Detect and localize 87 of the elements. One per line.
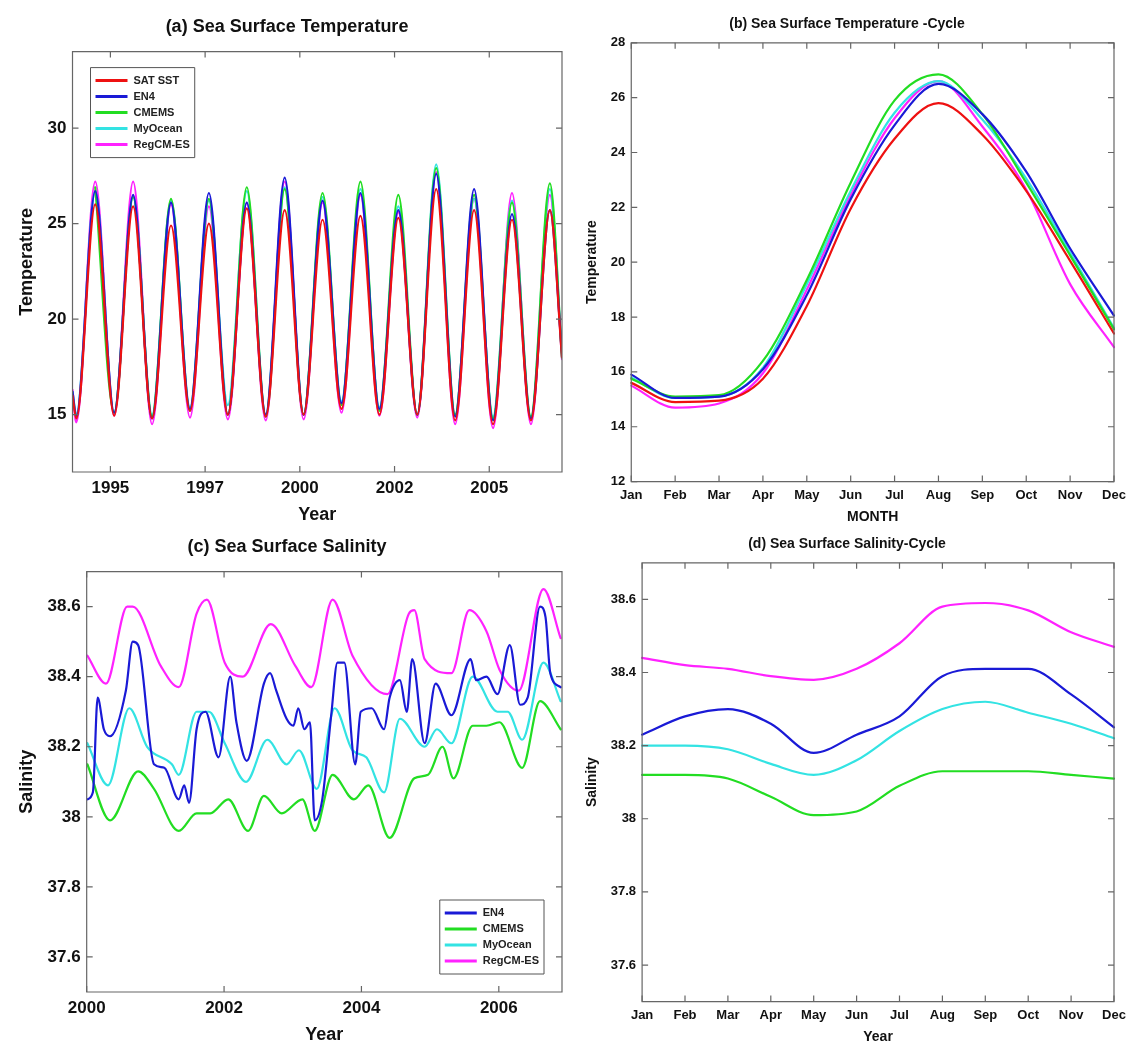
y-tick-label: 24 bbox=[610, 144, 627, 160]
x-tick-label: Jun bbox=[845, 1006, 869, 1022]
x-tick-label: 2004 bbox=[342, 997, 381, 1017]
y-tick-label: 28 bbox=[610, 34, 626, 50]
legend-label: EN4 bbox=[482, 906, 506, 919]
y-tick-label: 14 bbox=[610, 418, 627, 434]
legend-label: MyOcean bbox=[482, 938, 532, 951]
y-tick-label: 37.8 bbox=[610, 883, 637, 899]
legend-label: RegCM-ES bbox=[482, 954, 540, 967]
x-tick-label: Jan bbox=[620, 486, 643, 502]
x-tick-label: Dec bbox=[1102, 1006, 1126, 1022]
x-tick-label: 2000 bbox=[280, 477, 319, 497]
x-tick-label: Nov bbox=[1057, 486, 1084, 502]
x-tick-label: Sep bbox=[970, 486, 995, 502]
y-axis-title: Temperature bbox=[583, 220, 600, 305]
y-tick-label: 26 bbox=[610, 89, 626, 105]
x-tick-label: Apr bbox=[751, 486, 775, 502]
y-tick-label: 38.2 bbox=[47, 736, 81, 756]
legend-label: MyOcean bbox=[133, 121, 183, 134]
line-series bbox=[86, 605, 562, 822]
line-series bbox=[641, 601, 1116, 681]
x-tick-label: 1995 bbox=[91, 477, 130, 497]
x-tick-label: 2002 bbox=[375, 477, 414, 497]
y-tick-label: 18 bbox=[610, 308, 626, 324]
line-series bbox=[86, 700, 562, 839]
line-series bbox=[86, 588, 562, 696]
y-tick-label: 37.6 bbox=[47, 946, 81, 966]
x-tick-label: May bbox=[794, 486, 821, 502]
y-tick-label: 38.6 bbox=[47, 596, 81, 616]
y-tick-label: 38 bbox=[621, 810, 637, 826]
x-tick-label: Jun bbox=[839, 486, 863, 502]
x-tick-label: 2000 bbox=[67, 997, 106, 1017]
y-tick-label: 38.6 bbox=[610, 590, 637, 606]
legend-label: EN4 bbox=[133, 89, 156, 102]
y-tick-label: 38.4 bbox=[47, 666, 82, 686]
x-tick-label: Nov bbox=[1058, 1006, 1085, 1022]
y-axis-title: Temperature bbox=[15, 207, 36, 316]
y-tick-label: 15 bbox=[47, 404, 67, 424]
chart-title: (a) Sea Surface Temperature bbox=[165, 15, 409, 36]
legend-label: RegCM-ES bbox=[133, 137, 190, 150]
y-tick-label: 37.6 bbox=[610, 956, 637, 972]
x-tick-label: Jul bbox=[890, 1006, 909, 1022]
x-tick-label: Mar bbox=[707, 486, 731, 502]
y-tick-label: 12 bbox=[610, 473, 626, 489]
y-tick-label: 25 bbox=[47, 213, 67, 233]
x-tick-label: Oct bbox=[1015, 486, 1038, 502]
x-tick-label: Jul bbox=[885, 486, 904, 502]
legend-label: CMEMS bbox=[133, 105, 175, 118]
x-tick-label: May bbox=[801, 1006, 828, 1022]
x-tick-label: Jan bbox=[630, 1006, 654, 1022]
x-tick-label: Aug bbox=[925, 486, 952, 502]
x-tick-label: 2006 bbox=[479, 997, 518, 1017]
y-tick-label: 20 bbox=[610, 253, 626, 269]
line-series bbox=[641, 667, 1116, 755]
y-tick-label: 20 bbox=[47, 308, 67, 328]
x-tick-label: Feb bbox=[673, 1006, 697, 1022]
x-tick-label: Dec bbox=[1102, 486, 1126, 502]
legend-label: SAT SST bbox=[133, 73, 180, 86]
chart-title: (c) Sea Surface Salinity bbox=[187, 535, 387, 556]
chart-title: (b) Sea Surface Temperature -Cycle bbox=[729, 15, 965, 32]
y-tick-label: 38.2 bbox=[610, 737, 637, 753]
x-tick-label: Apr bbox=[759, 1006, 782, 1022]
y-axis-title: Salinity bbox=[15, 749, 36, 814]
chart-title: (d) Sea Surface Salinity-Cycle bbox=[748, 535, 947, 552]
x-tick-label: 2005 bbox=[470, 477, 509, 497]
x-tick-label: 1997 bbox=[186, 477, 225, 497]
y-tick-label: 37.8 bbox=[47, 876, 81, 896]
x-tick-label: Sep bbox=[973, 1006, 998, 1022]
x-axis-title: MONTH bbox=[846, 508, 899, 525]
y-tick-label: 38.4 bbox=[610, 664, 637, 680]
x-tick-label: 2002 bbox=[205, 997, 243, 1017]
line-series bbox=[641, 770, 1116, 817]
x-tick-label: Oct bbox=[1017, 1006, 1040, 1022]
x-axis-title: Year bbox=[298, 504, 337, 525]
y-axis-title: Salinity bbox=[583, 757, 600, 808]
line-series bbox=[86, 661, 562, 794]
x-axis-title: Year bbox=[863, 1028, 894, 1045]
y-tick-label: 16 bbox=[610, 363, 626, 379]
line-series bbox=[641, 700, 1116, 776]
x-axis-title: Year bbox=[305, 1024, 344, 1045]
y-tick-label: 30 bbox=[47, 117, 67, 137]
legend-label: CMEMS bbox=[482, 922, 524, 935]
x-tick-label: Mar bbox=[716, 1006, 740, 1022]
x-tick-label: Aug bbox=[929, 1006, 956, 1022]
y-tick-label: 38 bbox=[61, 806, 81, 826]
x-tick-label: Feb bbox=[663, 486, 687, 502]
y-tick-label: 22 bbox=[610, 198, 626, 214]
